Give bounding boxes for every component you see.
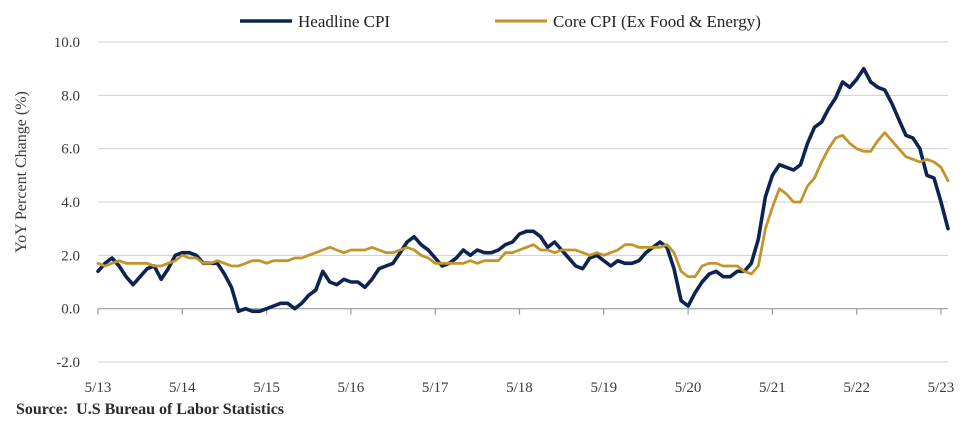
y-tick-label: 10.0 xyxy=(54,35,80,51)
x-tick-label: 5/17 xyxy=(422,380,449,396)
x-tick-label: 5/16 xyxy=(338,380,365,396)
x-tick-label: 5/18 xyxy=(506,380,533,396)
y-tick-label: 6.0 xyxy=(61,142,80,158)
y-tick-label: 0.0 xyxy=(61,302,80,318)
x-tick-label: 5/21 xyxy=(759,380,786,396)
x-axis: 5/13 5/14 5/15 5/16 5/17 5/18 5/19 5/20 5/21 5/22… xyxy=(85,308,955,396)
series-line-headline-cpi xyxy=(96,66,950,314)
legend: Headline CPI Core CPI (Ex Food & Energy) xyxy=(240,12,761,31)
y-tick-label: 2.0 xyxy=(61,248,80,264)
source-note: Source: U.S Bureau of Labor Statistics xyxy=(16,401,285,418)
gridlines xyxy=(98,41,948,363)
x-tick-label: 5/19 xyxy=(590,380,617,396)
x-tick-label: 5/20 xyxy=(675,380,702,396)
legend-label: Headline CPI xyxy=(298,12,390,31)
y-tick-label: 8.0 xyxy=(61,88,80,104)
x-tick-label: 5/23 xyxy=(928,380,955,396)
y-tick-label: -2.0 xyxy=(56,355,80,371)
legend-label: Core CPI (Ex Food & Energy) xyxy=(553,12,761,31)
cpi-line-chart: -2.0 0.0 2.0 4.0 6.0 8.0 10.0 5/13 5/14 5/15 5/16… xyxy=(13,12,955,396)
x-tick-label: 5/14 xyxy=(169,380,196,396)
series-line-core-cpi xyxy=(96,131,950,279)
x-tick-label: 5/15 xyxy=(253,380,280,396)
x-tick-label: 5/13 xyxy=(85,380,112,396)
y-axis-title: YoY Percent Change (%) xyxy=(13,91,30,253)
y-axis-ticks: -2.0 0.0 2.0 4.0 6.0 8.0 10.0 xyxy=(54,35,80,371)
series-lines xyxy=(96,66,950,314)
y-tick-label: 4.0 xyxy=(61,195,80,211)
x-tick-label: 5/22 xyxy=(843,380,870,396)
